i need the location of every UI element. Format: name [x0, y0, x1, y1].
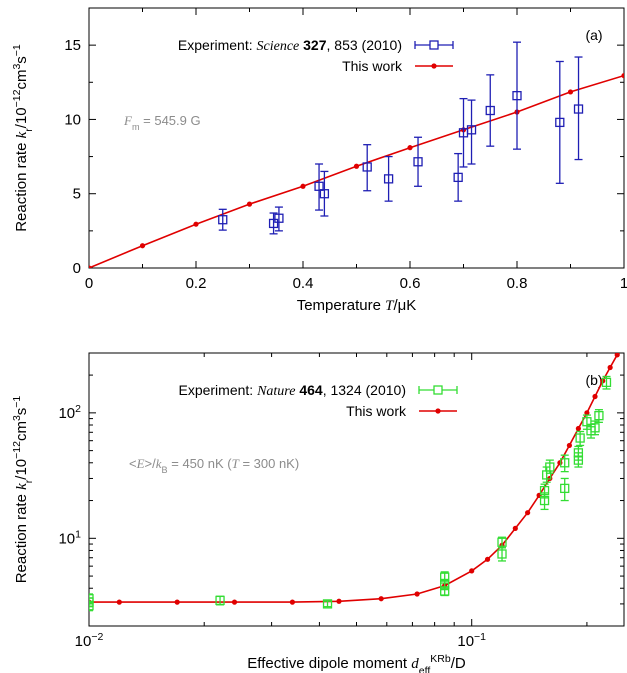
experiment-point — [215, 595, 225, 606]
experiment-point — [314, 181, 324, 191]
experiment-point — [440, 586, 450, 596]
series-this-work-line — [89, 74, 624, 268]
legend-label-experiment: Experiment: Nature 464, 1324 (2010) — [178, 382, 406, 399]
experiment-point — [383, 174, 394, 184]
experiment-point — [362, 162, 372, 172]
experiment-point — [497, 549, 507, 559]
plot-area — [89, 41, 624, 268]
experiment-point — [268, 218, 279, 229]
experiment-point — [545, 462, 555, 472]
series-this-work-point — [607, 364, 613, 371]
legend-label-experiment: Experiment: Science 327, 853 (2010) — [178, 37, 402, 54]
series-this-work-point — [469, 568, 475, 574]
experiment-point — [413, 157, 423, 167]
series-this-work-point — [621, 73, 624, 79]
series-this-work-point — [592, 393, 598, 400]
series-this-work-point — [512, 525, 518, 531]
series-this-work-point — [614, 353, 620, 358]
experiment-point — [218, 215, 228, 225]
series-this-work-point — [89, 265, 92, 268]
y-tick-label: 15 — [64, 37, 81, 54]
legend-swatch-experiment-marker — [429, 40, 439, 50]
series-this-work-point — [174, 599, 180, 605]
series-this-work-point — [566, 442, 573, 449]
x-axis-label: Temperature T/μK — [297, 297, 417, 314]
plot-area — [89, 353, 620, 612]
y-tick-label: 101 — [58, 528, 81, 547]
annotation: Fm = 545.9 G — [123, 113, 201, 132]
y-axis-label: Reaction rate kr/10−12cm3s−1 — [11, 44, 35, 232]
panel-b: 10−2 10−1 101 102 Effective dipole moment de… — [11, 352, 625, 673]
experiment-point — [575, 433, 585, 443]
y-tick-label: 10 — [64, 111, 81, 128]
x-axis-label: Effective dipole moment deffKRb/D — [247, 653, 466, 673]
series-this-work-point — [289, 599, 296, 605]
y-axis-label: Reaction rate kr/10−12cm3s−1 — [11, 396, 35, 584]
experiment-point — [594, 411, 604, 421]
series-this-work-point — [139, 243, 146, 249]
series-this-work-point — [525, 510, 531, 516]
experiment-point — [485, 105, 495, 116]
y-tick-label: 0 — [73, 260, 81, 277]
x-tick-label: 0.4 — [293, 275, 314, 292]
experiment-point — [582, 417, 592, 427]
x-tick-label: 0.8 — [507, 275, 528, 292]
x-tick-label: 1 — [620, 275, 627, 292]
annotation: <E>/kB = 450 nK (T = 300 nK) — [129, 456, 299, 475]
experiment-point — [573, 104, 584, 114]
legend-swatch-this-work-marker — [435, 408, 441, 414]
legend-swatch-this-work-marker — [431, 63, 437, 69]
experiment-point — [322, 599, 333, 609]
experiment-point — [453, 172, 463, 183]
experiment-point — [512, 91, 522, 101]
x-tick-label: 0 — [85, 275, 93, 292]
panel-label: (b) — [585, 372, 602, 388]
experiment-point — [601, 377, 612, 388]
legend-label-this-work: This work — [342, 58, 403, 74]
experiment-point — [466, 125, 477, 135]
series-this-work-point — [193, 221, 199, 227]
experiment-point — [573, 448, 584, 458]
y-tick-label: 5 — [73, 186, 81, 203]
x-tick-label: 0.6 — [400, 275, 421, 292]
x-tick-label: 10−2 — [75, 631, 104, 650]
series-this-work-point — [353, 163, 360, 169]
experiment-point — [89, 601, 94, 611]
experiment-point — [319, 189, 330, 199]
experiment-point — [555, 117, 565, 128]
y-tick-label: 102 — [58, 403, 81, 422]
experiment-point — [560, 483, 570, 494]
series-this-work-point — [336, 598, 342, 604]
legend-swatch-experiment-marker — [433, 385, 443, 395]
experiment-point — [560, 458, 570, 468]
series-this-work-point — [414, 591, 420, 597]
experiment-point — [497, 537, 507, 547]
series-this-work-point — [378, 596, 384, 602]
series-this-work-point — [557, 460, 563, 466]
series-this-work-point — [567, 89, 574, 95]
x-tick-label: 0.2 — [186, 275, 207, 292]
panel-label: (a) — [585, 27, 602, 43]
legend-label-this-work: This work — [346, 403, 407, 419]
series-this-work-point — [116, 599, 122, 605]
experiment-point — [539, 485, 550, 496]
x-tick-label: 10−1 — [457, 631, 486, 650]
series-this-work-point — [584, 410, 590, 416]
series-this-work-point — [575, 425, 581, 432]
series-this-work-point — [300, 183, 306, 189]
experiment-point — [274, 213, 284, 223]
series-this-work-point — [231, 599, 238, 605]
experiment-point — [590, 423, 600, 433]
series-this-work-point — [484, 556, 491, 562]
series-this-work-line — [89, 354, 618, 603]
series-this-work-point — [407, 145, 413, 151]
series-this-work-point — [246, 201, 253, 207]
